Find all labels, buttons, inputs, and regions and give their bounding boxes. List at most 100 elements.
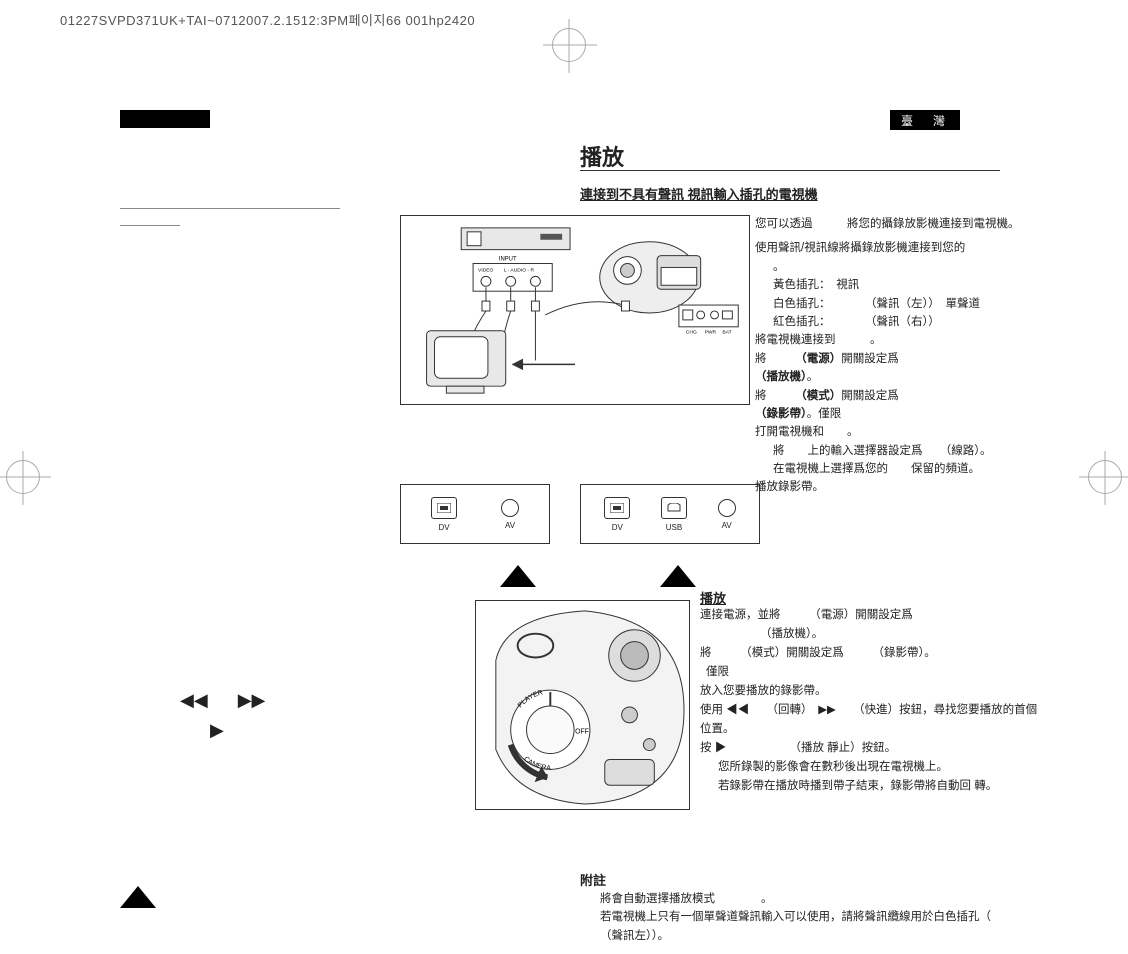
txt: 將 [700, 647, 712, 659]
play-icon: ▶ [210, 720, 224, 741]
txt: ▶▶ [818, 704, 836, 716]
dv-jack-icon [604, 497, 630, 519]
port-label-dv-2: DV [612, 523, 623, 532]
playback-instructions: 連接電源，並將 （電源）開關設定爲 （播放機）。 將 （模式）開關設定爲 （錄影… [700, 606, 1040, 796]
transport-glyphs: ◀◀ ▶▶ [180, 690, 265, 711]
txt: （播放 靜止） [795, 742, 861, 754]
registration-mark-left [6, 460, 40, 494]
txt: （電源） [815, 609, 855, 621]
subsection-title: 連接到不具有聲訊 視訊輸入插孔的電視機 [580, 184, 818, 203]
port-label-av-2: AV [722, 521, 732, 530]
port-av-2: AV [718, 499, 736, 530]
txt: 。 [773, 261, 785, 273]
txt: （聲訊左））。 [600, 930, 669, 942]
av-jack-icon [501, 499, 519, 517]
label-chg: CHG [686, 330, 697, 336]
black-triangle-pointer-1 [500, 565, 536, 587]
title-underline [580, 170, 1000, 171]
txt: （播放機） [760, 628, 812, 640]
txt: 按 ▶ [700, 742, 726, 754]
txt: 使用 ◀◀ [700, 704, 749, 716]
txt: （模式） [801, 390, 841, 402]
txt: 。 [870, 334, 882, 346]
txt: 。 [847, 426, 859, 438]
txt: （電源） [801, 353, 841, 365]
txt: 將會自動選擇播放模式 [600, 893, 715, 905]
txt: 使用聲訊/視訊線將攝錄放影機連接到您的 [755, 242, 965, 254]
txt: 將電視機連接到 [755, 334, 836, 346]
usb-jack-icon [661, 497, 687, 519]
txt: 紅色插孔： （聲訊（右）） [755, 313, 1035, 331]
label-pwr: PWR [705, 330, 717, 336]
port-usb: USB [661, 497, 687, 532]
txt: 打開電視機和 [755, 426, 824, 438]
txt: 您可以透過 [755, 218, 813, 230]
txt: 若電視機上只有一個單聲道聲訊輸入可以使用，請將聲訊纜線用於白色插孔（ [600, 911, 991, 923]
txt: 將您的攝錄放影機連接到電視機。 [847, 218, 1020, 230]
txt: 開關設定爲 [841, 390, 899, 402]
notes-body: 將會自動選擇播放模式 。 若電視機上只有一個單聲道聲訊輸入可以使用，請將聲訊纜線… [600, 890, 1020, 945]
section-title: 播放 [580, 140, 624, 172]
connection-diagram: INPUT VIDEO L - AUDIO - R [400, 215, 750, 405]
label-video: VIDEO [478, 267, 494, 273]
power-dial-diagram: PLAYER OFF CAMERA [475, 600, 690, 810]
txt: 僅限 [700, 663, 1040, 682]
registration-mark-top [552, 28, 586, 62]
txt: 。 [812, 628, 824, 640]
txt: （播放機） [755, 371, 807, 383]
txt: 您所錄製的影像會在數秒後出現在電視機上。 [700, 758, 1040, 777]
play-glyph-row: ▶ [210, 720, 224, 741]
txt: 。僅限 [807, 408, 842, 420]
label-bat: BAT [722, 330, 731, 336]
txt: （線路）。 [946, 445, 992, 457]
txt: 播放錄影帶。 [755, 478, 1035, 496]
dial-svg: PLAYER OFF CAMERA [476, 601, 689, 809]
txt: 保留的頻道。 [911, 463, 980, 475]
txt: （回轉） [772, 704, 807, 716]
page-body: 臺 灣 播放 連接到不具有聲訊 視訊輸入插孔的電視機 ◀◀ ▶▶ ▶ INPUT… [60, 80, 1070, 930]
txt: 放入您要播放的錄影帶。 [700, 682, 1040, 701]
port-panel-2: DV USB AV [580, 484, 760, 544]
fastforward-icon: ▶▶ [238, 690, 266, 711]
port-dv-2: DV [604, 497, 630, 532]
left-rule-1 [120, 208, 340, 209]
txt: 在電視機上選擇爲您的 [773, 463, 888, 475]
txt: 若錄影帶在播放時播到帶子結束，錄影帶將自動回 轉。 [700, 777, 1040, 796]
connection-instructions: 您可以透過 將您的攝錄放影機連接到電視機。 使用聲訊/視訊線將攝錄放影機連接到您… [755, 215, 1035, 497]
port-av: AV [501, 499, 519, 530]
region-badge: 臺 灣 [890, 110, 960, 130]
label-audio: L - AUDIO - R [504, 267, 535, 273]
playback-heading: 播放 [700, 588, 726, 607]
txt: 按鈕。 [862, 742, 897, 754]
port-label-usb: USB [666, 523, 682, 532]
port-dv: DV [431, 497, 457, 532]
txt: 開關設定爲 [841, 353, 899, 365]
port-label-av: AV [505, 521, 515, 530]
port-panels: DV AV DV USB AV [400, 484, 760, 544]
file-header: 01227SVPD371UK+TAI~0712007.2.1512:3PM페이지… [60, 10, 475, 29]
txt: （快進） [859, 704, 899, 716]
txt: 黃色插孔： 視訊 [755, 276, 1035, 294]
connection-diagram-svg: INPUT VIDEO L - AUDIO - R [401, 216, 749, 404]
txt: 將 [755, 353, 767, 365]
notes-heading: 附註 [580, 870, 606, 889]
txt: 。 [807, 371, 819, 383]
txt: 將 [755, 390, 767, 402]
txt: （錄影帶）。 [878, 647, 936, 659]
txt: 白色插孔： （聲訊（左）） 單聲道 [755, 295, 1035, 313]
label-input: INPUT [499, 257, 517, 263]
txt: 開關設定爲 [855, 609, 913, 621]
port-label-dv: DV [438, 523, 449, 532]
registration-mark-right [1088, 460, 1122, 494]
left-rule-2 [120, 225, 180, 226]
dial-off-label: OFF [575, 729, 589, 736]
txt: （模式）開關設定爲 [746, 647, 844, 659]
black-triangle-bottom-left [120, 886, 156, 908]
av-jack-icon [718, 499, 736, 517]
port-panel-1: DV AV [400, 484, 550, 544]
txt: 。 [761, 893, 773, 905]
black-triangle-pointer-2 [660, 565, 696, 587]
rewind-icon: ◀◀ [180, 690, 208, 711]
txt: 上的輸入選擇器設定爲 [808, 445, 923, 457]
dv-jack-icon [431, 497, 457, 519]
